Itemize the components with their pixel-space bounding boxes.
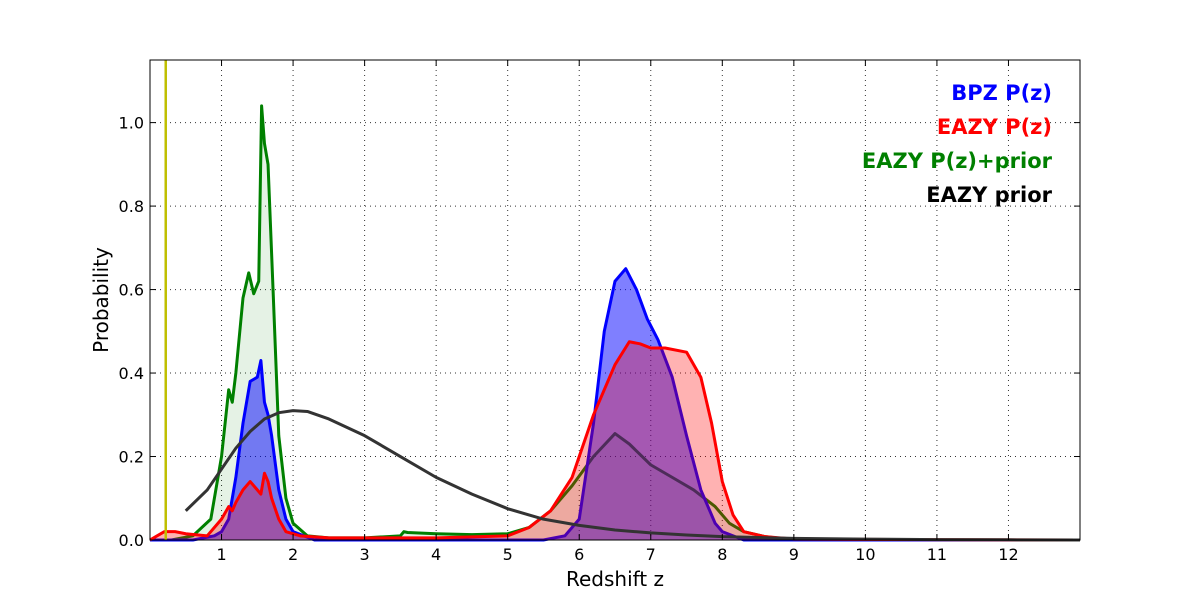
y-axis-label: Probability: [89, 247, 113, 353]
x-tick-label: 5: [503, 545, 513, 564]
x-axis-label: Redshift z: [566, 567, 664, 591]
y-tick-label: 0.0: [119, 531, 144, 550]
x-tick-label: 1: [216, 545, 226, 564]
x-tick-label: 8: [717, 545, 727, 564]
x-tick-label: 11: [927, 545, 947, 564]
line-eazy-prior: [184, 409, 1081, 542]
legend-entry-bpz-p-z: BPZ P(z): [951, 81, 1052, 105]
x-tick-label: 9: [789, 545, 799, 564]
y-tick-label: 0.8: [119, 197, 144, 216]
y-tick-label: 0.2: [119, 448, 144, 467]
x-tick-label: 2: [288, 545, 298, 564]
y-tick-label: 0.6: [119, 281, 144, 300]
legend-entry-eazy-prior: EAZY prior: [926, 183, 1052, 207]
legend: BPZ P(z) EAZY P(z) EAZY P(z)+prior EAZY pri…: [862, 81, 1053, 207]
y-tick-label: 1.0: [119, 114, 144, 133]
x-tick-label: 10: [855, 545, 875, 564]
x-tick-label: 3: [360, 545, 370, 564]
x-tick-label: 6: [574, 545, 584, 564]
x-tick-label: 12: [998, 545, 1018, 564]
legend-entry-eazy-p-z: EAZY P(z): [937, 115, 1052, 139]
tick-layer: 1 2 3 4 5 6 7 8 9 10 11 120.00.20.40.60.81.0: [119, 60, 1080, 564]
line-eazy-p-z: [149, 340, 1081, 542]
area-eazy-p-z: [150, 341, 1080, 540]
series-layer: [149, 104, 1081, 542]
y-tick-label: 0.4: [119, 364, 144, 383]
plot-frame: [149, 59, 1081, 541]
x-tick-label: 7: [646, 545, 656, 564]
area-bpz-p-z: [150, 268, 1080, 540]
x-tick-label: 4: [431, 545, 441, 564]
legend-entry-eazy-p-z-prior: EAZY P(z)+prior: [862, 149, 1053, 173]
